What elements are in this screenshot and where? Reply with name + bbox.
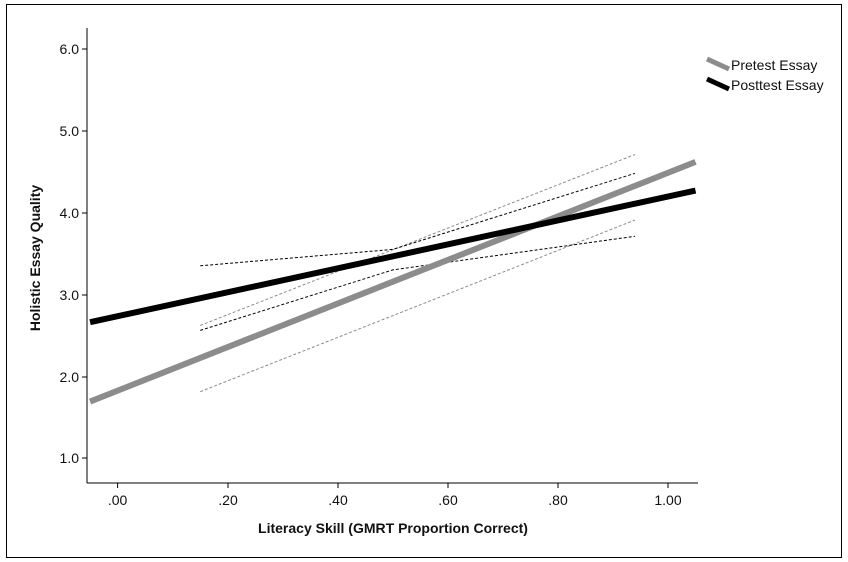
- y-tick-label: 1.0: [60, 450, 80, 466]
- legend: Pretest Essay Posttest Essay: [705, 56, 824, 93]
- x-tick-marks: [117, 483, 669, 488]
- pretest-ci-lower-line: [200, 219, 636, 393]
- y-tick-label: 6.0: [60, 41, 80, 57]
- y-tick-label: 3.0: [60, 287, 80, 303]
- chart-frame: [6, 4, 842, 558]
- x-axis-title: Literacy Skill (GMRT Proportion Correct): [258, 520, 528, 536]
- x-tick-label: .60: [438, 492, 458, 508]
- pretest-ci-upper-line: [200, 154, 636, 326]
- x-tick-label: .80: [548, 492, 568, 508]
- x-tick-label: .00: [108, 492, 128, 508]
- y-tick-marks: [82, 48, 87, 459]
- pretest-regression-line: [88, 159, 697, 405]
- legend-label-posttest: Posttest Essay: [731, 77, 824, 93]
- legend-swatch-posttest: [705, 76, 731, 92]
- x-tick-label: .20: [218, 492, 238, 508]
- posttest-regression-line: [89, 187, 697, 326]
- confidence-bands: [200, 154, 636, 393]
- legend-swatch-pretest: [705, 56, 731, 72]
- y-tick-label: 2.0: [60, 369, 80, 385]
- x-tick-label: .40: [328, 492, 348, 508]
- y-tick-label: 5.0: [60, 123, 80, 139]
- regression-lines: [88, 159, 697, 405]
- y-tick-label: 4.0: [60, 205, 80, 221]
- y-axis-title: Holistic Essay Quality: [27, 185, 43, 331]
- posttest-ci-lower-line: [200, 235, 636, 331]
- x-tick-label: 1.00: [654, 492, 681, 508]
- legend-label-pretest: Pretest Essay: [731, 57, 817, 73]
- posttest-ci-upper-line: [200, 172, 636, 267]
